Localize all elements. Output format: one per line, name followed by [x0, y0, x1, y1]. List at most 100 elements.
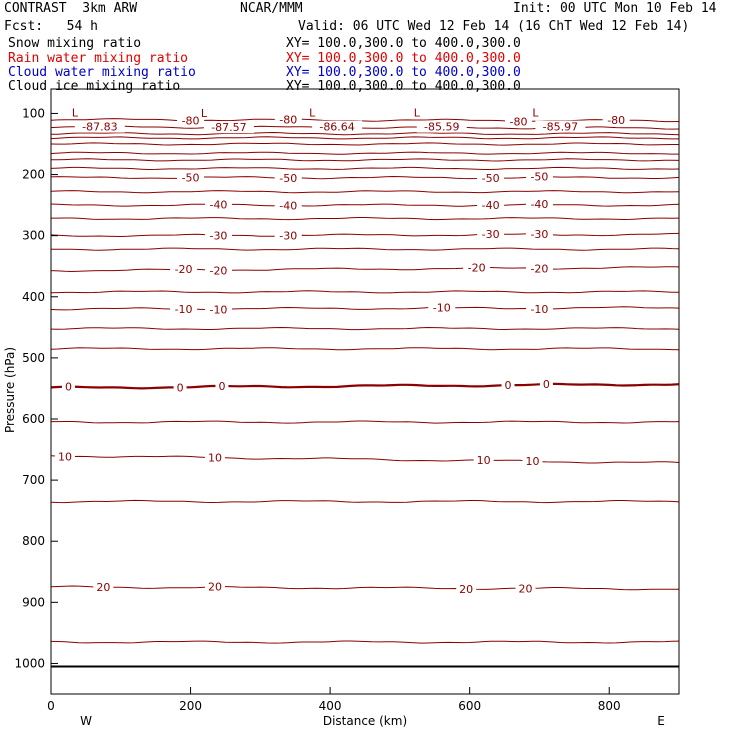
contour-label-bg: [177, 171, 205, 184]
plot-border: [50, 88, 680, 695]
contour-label: -10: [209, 304, 227, 317]
low-value: -85.59: [424, 121, 459, 134]
contour-label: -20: [468, 261, 486, 274]
contour-label: -50: [482, 172, 500, 185]
contour-label-bg: [274, 229, 302, 242]
contour-line: [50, 499, 680, 504]
contour-label: -80: [510, 116, 528, 129]
contour-label-bg: [473, 454, 494, 467]
contour-line: [50, 142, 679, 146]
y-tick-label: 400: [22, 290, 45, 304]
contour-label-bg: [61, 380, 75, 393]
isotherm-10: [50, 455, 680, 464]
contour-label-bg: [274, 199, 302, 212]
contour-label: 10: [525, 455, 539, 468]
field-name-cloud-water: Cloud water mixing ratio: [8, 65, 196, 80]
contour-label: -30: [482, 228, 500, 241]
contour-label: -20: [175, 263, 193, 276]
low-marker: L: [532, 107, 539, 120]
x-tick-label: 400: [319, 699, 342, 713]
contour-label: 20: [518, 582, 532, 595]
contour-label-bg: [539, 377, 553, 390]
contour-label-bg: [525, 170, 553, 183]
contour-label: -50: [530, 171, 548, 184]
y-tick-label: 700: [22, 473, 45, 487]
east-label: E: [657, 714, 665, 728]
field-name-cloud-ice: Cloud ice mixing ratio: [8, 79, 181, 94]
contour-label: 20: [208, 581, 222, 594]
contour-label-bg: [525, 198, 553, 211]
x-axis-label: Distance (km): [323, 714, 407, 728]
contour-label-bg: [173, 381, 187, 394]
contour-line: [50, 640, 680, 644]
contour-label: -30: [530, 228, 548, 241]
isotherm--40: [50, 203, 680, 207]
low-marker: L: [309, 107, 316, 120]
contour-label-bg: [477, 172, 505, 185]
contour-labels: -80 -80 -80 -80 -50 -50 -50 -50 -40 -40 -40 -40 -30 -…: [54, 113, 630, 596]
contour-line: [51, 217, 680, 221]
y-tick-label: 200: [22, 168, 45, 182]
contour-label: -20: [209, 264, 227, 277]
west-label: W: [80, 714, 92, 728]
low-value-bg: [416, 120, 467, 133]
y-tick-label: 500: [22, 351, 45, 365]
contour-label-bg: [204, 580, 225, 593]
init-time: Init: 00 UTC Mon 10 Feb 14: [513, 1, 717, 16]
contour-label: -40: [482, 199, 500, 212]
contour-label-bg: [428, 301, 456, 314]
field-xy-rain: XY= 100.0,300.0 to 400.0,300.0: [286, 51, 521, 66]
contour-label: -50: [182, 172, 200, 185]
contour-label-bg: [456, 582, 477, 595]
contour-label-bg: [525, 302, 553, 315]
isotherm--20: [50, 266, 680, 273]
contour-label: 0: [218, 380, 225, 393]
contour-line: [50, 290, 680, 294]
contour-label-bg: [477, 199, 505, 212]
contour-line: [50, 326, 680, 331]
contour-label-bg: [170, 302, 198, 315]
contour-label: 0: [177, 381, 184, 394]
contour-label: -40: [209, 199, 227, 212]
contour-label: -10: [433, 301, 451, 314]
contour-label-bg: [177, 114, 205, 127]
y-tick-label: 800: [22, 534, 45, 548]
low-value-bg: [312, 120, 363, 133]
contour-label-bg: [463, 261, 491, 274]
y-tick-label: 300: [22, 229, 45, 243]
contour-label: 20: [459, 583, 473, 596]
isotherm--60: [50, 136, 679, 140]
contour-label-bg: [170, 263, 198, 276]
contour-label: 10: [477, 454, 491, 467]
contour-label-bg: [215, 379, 229, 392]
contour-label-bg: [522, 455, 543, 468]
isotherm-20: [50, 585, 680, 591]
contour-label-bg: [501, 379, 515, 392]
contour-label: -40: [530, 198, 548, 211]
y-tick-label: 900: [22, 595, 45, 609]
contour-label-bg: [204, 451, 225, 464]
forecast-hour: Fcst: 54 h: [4, 19, 98, 34]
contour-label: 10: [58, 450, 72, 463]
x-tick-label: 200: [179, 699, 202, 713]
contour-label: -30: [209, 229, 227, 242]
low-marker: L: [414, 107, 421, 120]
contour-line: [50, 247, 680, 251]
contour-label: 10: [208, 452, 222, 465]
contour-label-bg: [204, 303, 232, 316]
contour-label: 20: [96, 581, 110, 594]
low-marker: L: [201, 107, 208, 120]
contour-label-bg: [525, 262, 553, 275]
contour-label-bg: [602, 114, 630, 127]
contour-label-bg: [274, 171, 302, 184]
contour-label: -10: [175, 303, 193, 316]
contour-label: -80: [279, 113, 297, 126]
contour-label: -80: [607, 114, 625, 127]
contour-label-bg: [274, 113, 302, 126]
contour-label: -20: [530, 262, 548, 275]
contour-line: [51, 158, 680, 162]
contour-label-bg: [204, 264, 232, 277]
field-xy-cloud-ice: XY= 100.0,300.0 to 400.0,300.0: [286, 79, 521, 94]
plot-frame: [50, 88, 680, 695]
contour-lines: [50, 118, 680, 644]
